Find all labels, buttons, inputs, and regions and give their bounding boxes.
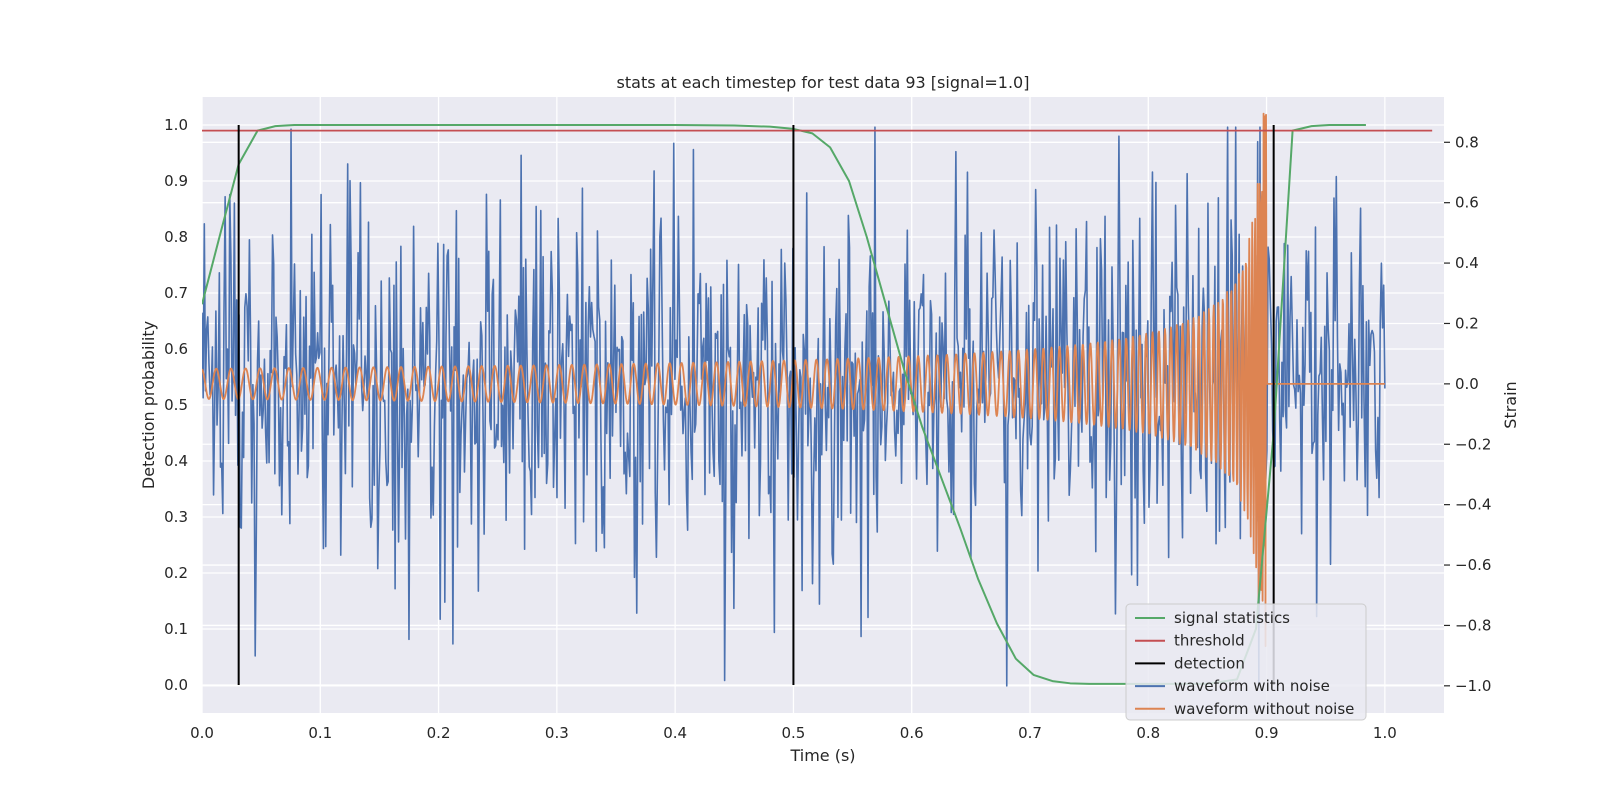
legend-label: waveform with noise [1174,677,1330,695]
x-tick-label: 0.3 [545,724,569,742]
y-axis-label: Detection probability [139,321,158,489]
legend: signal statistics threshold detection wavef… [1125,603,1367,721]
legend-label: waveform without noise [1174,700,1354,718]
y-axis-left: 0.0 0.1 0.2 0.3 0.4 0.5 0.6 0.7 0.8 0.9 1.0 [164,116,188,694]
y2-tick-label: −0.8 [1455,616,1491,634]
x-tick-label: 0.6 [900,724,924,742]
y2-tick-label: −0.2 [1455,435,1491,453]
x-tick-label: 0.7 [1018,724,1042,742]
legend-box [1125,603,1367,721]
x-tick-label: 1.0 [1373,724,1397,742]
y2-axis-label: Strain [1501,381,1520,428]
legend-label: signal statistics [1174,609,1290,627]
x-tick-label: 0.4 [663,724,687,742]
x-axis: 0.0 0.1 0.2 0.3 0.4 0.5 0.6 0.7 0.8 0.9 1.0 [190,724,1397,742]
y2-tick-label: −0.6 [1455,556,1491,574]
y2-tick-label: −0.4 [1455,496,1491,514]
y2-tick-label: 0.8 [1455,133,1479,151]
y2-tick-label: −1.0 [1455,677,1491,695]
y-tick-label: 0.9 [164,172,188,190]
y2-tick-label: 0.0 [1455,375,1479,393]
chart-title: stats at each timestep for test data 93 … [617,73,1030,92]
legend-label: detection [1174,654,1245,672]
y-tick-label: 0.5 [164,396,188,414]
y-axis-right: −1.0 −0.8 −0.6 −0.4 −0.2 0.0 0.2 0.4 0.6 0.8 [1444,133,1491,695]
y-tick-label: 0.0 [164,676,188,694]
x-tick-label: 0.8 [1136,724,1160,742]
legend-label: threshold [1174,632,1245,650]
y-tick-label: 1.0 [164,116,188,134]
y-tick-label: 0.7 [164,284,188,302]
y-tick-label: 0.8 [164,228,188,246]
x-tick-label: 0.1 [308,724,332,742]
y-tick-label: 0.4 [164,452,188,470]
x-axis-label: Time (s) [789,746,855,765]
y2-tick-label: 0.4 [1455,254,1479,272]
x-tick-label: 0.5 [781,724,805,742]
y-tick-label: 0.2 [164,564,188,582]
y-tick-label: 0.3 [164,508,188,526]
x-tick-label: 0.2 [427,724,451,742]
x-tick-label: 0.0 [190,724,214,742]
y-tick-label: 0.6 [164,340,188,358]
x-tick-label: 0.9 [1255,724,1279,742]
y2-tick-label: 0.2 [1455,314,1479,332]
y-tick-label: 0.1 [164,620,188,638]
y2-tick-label: 0.6 [1455,194,1479,212]
